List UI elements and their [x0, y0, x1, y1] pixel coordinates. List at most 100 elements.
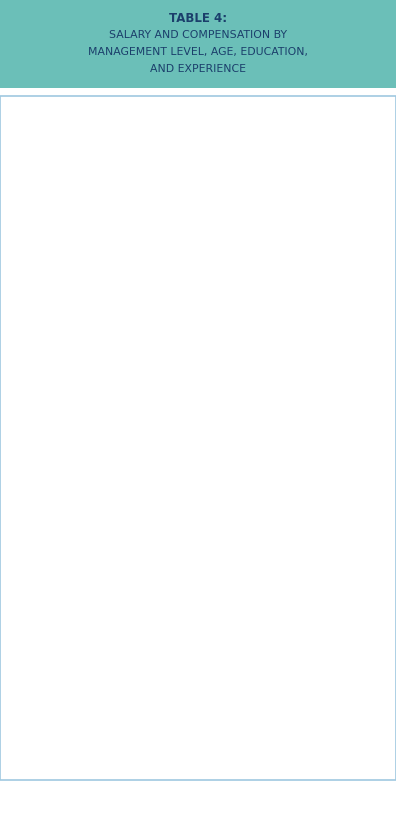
Text: $223,231: $223,231 — [270, 175, 315, 184]
Text: SALARY AND COMPENSATION BY: SALARY AND COMPENSATION BY — [109, 31, 287, 41]
Text: $77,998: $77,998 — [342, 486, 381, 495]
Bar — [257, 478, 260, 504]
Text: $111,353: $111,353 — [339, 711, 384, 720]
Text: Median: Median — [340, 127, 383, 137]
Text: Female: Female — [6, 486, 44, 495]
Text: $188,155: $188,155 — [339, 685, 384, 693]
Bar — [0, 529, 396, 530]
Bar — [0, 702, 396, 728]
Bar — [258, 120, 396, 144]
Bar — [326, 120, 328, 144]
Bar — [0, 753, 396, 754]
Text: $223,248: $223,248 — [132, 685, 177, 693]
Text: TABLE 4:: TABLE 4: — [169, 12, 227, 25]
Text: $110,708: $110,708 — [132, 567, 177, 576]
Bar — [257, 96, 260, 120]
Text: AGE COHORT: AGE COHORT — [165, 288, 231, 298]
Text: Age 27-42
(Millennial): Age 27-42 (Millennial) — [6, 389, 67, 409]
Text: YEARS OF EXPERIENCE: YEARS OF EXPERIENCE — [141, 634, 255, 644]
Bar — [0, 191, 396, 192]
Bar — [0, 552, 396, 590]
Bar — [0, 282, 396, 304]
Bar — [0, 675, 396, 676]
Bar — [257, 676, 260, 702]
Bar — [0, 754, 396, 780]
Text: AND EXPERIENCE: AND EXPERIENCE — [150, 64, 246, 75]
Text: $84,382: $84,382 — [135, 394, 174, 403]
Text: $109,753: $109,753 — [201, 201, 246, 210]
Bar — [0, 0, 396, 88]
Bar — [258, 96, 396, 120]
Text: 10-19: 10-19 — [6, 737, 36, 746]
Text: *: * — [290, 319, 295, 328]
Text: Mean: Mean — [276, 127, 308, 137]
Bar — [257, 590, 260, 628]
Text: EDUCATION: EDUCATION — [169, 536, 227, 546]
Bar — [0, 628, 396, 650]
Text: $100,689: $100,689 — [339, 512, 384, 521]
Text: *: * — [359, 659, 364, 667]
Text: Median: Median — [202, 127, 245, 137]
Text: $88,528: $88,528 — [342, 394, 381, 403]
Bar — [0, 379, 396, 380]
Text: Top management: Top management — [6, 175, 98, 184]
Bar — [0, 650, 396, 676]
Bar — [257, 728, 260, 754]
Bar — [0, 120, 120, 144]
Text: $155,907: $155,907 — [201, 685, 246, 693]
Text: Base Salary: Base Salary — [158, 103, 220, 113]
Text: Age 26 or younger
(Gen Z): Age 26 or younger (Gen Z) — [6, 427, 105, 447]
Text: $109,380: $109,380 — [132, 201, 177, 210]
Text: $74,662: $74,662 — [204, 486, 243, 495]
Text: $131,660: $131,660 — [270, 201, 315, 210]
Text: 40 and over: 40 and over — [6, 659, 69, 667]
Bar — [0, 455, 396, 456]
Text: $93,978: $93,978 — [342, 227, 381, 236]
Text: $89,609: $89,609 — [204, 567, 243, 576]
Bar — [0, 530, 396, 552]
Text: $31,045: $31,045 — [135, 433, 174, 441]
Text: Total Compensation: Total Compensation — [276, 103, 379, 113]
Text: $64,924: $64,924 — [135, 259, 174, 267]
Bar — [0, 456, 396, 478]
Text: $108,330: $108,330 — [339, 356, 384, 366]
Bar — [0, 417, 396, 418]
Text: *: * — [152, 659, 157, 667]
Text: $82,571: $82,571 — [135, 605, 174, 614]
Bar — [0, 701, 396, 702]
Bar — [0, 590, 396, 628]
Bar — [0, 342, 396, 380]
Text: $96,894: $96,894 — [204, 737, 243, 746]
Bar — [257, 504, 260, 530]
Bar — [120, 96, 258, 120]
Text: $169,569: $169,569 — [132, 175, 177, 184]
Text: $100,050: $100,050 — [339, 605, 384, 614]
Text: $75,119: $75,119 — [273, 763, 312, 772]
Bar — [0, 96, 396, 780]
Text: $133,110: $133,110 — [270, 567, 315, 576]
Text: $93,469: $93,469 — [273, 605, 312, 614]
Bar — [0, 551, 396, 552]
Bar — [257, 218, 260, 244]
Bar — [257, 244, 260, 282]
Text: Middle management: Middle management — [6, 227, 115, 236]
Bar — [257, 380, 260, 418]
Bar — [0, 418, 396, 456]
Text: $22,261: $22,261 — [204, 433, 243, 441]
Bar — [0, 244, 396, 282]
Text: $103,355: $103,355 — [201, 711, 246, 720]
Text: 20-29: 20-29 — [6, 711, 36, 720]
Bar — [0, 304, 396, 342]
Text: $127,023: $127,023 — [132, 711, 177, 720]
Text: $76,976: $76,976 — [342, 763, 381, 772]
Bar — [0, 649, 396, 650]
Bar — [0, 627, 396, 628]
Text: $95,280: $95,280 — [273, 394, 312, 403]
Text: Mean: Mean — [139, 127, 171, 137]
Text: 30-39: 30-39 — [6, 685, 36, 693]
Bar — [0, 303, 396, 304]
Bar — [0, 96, 120, 120]
Bar — [0, 478, 396, 504]
Text: $97,897: $97,897 — [342, 567, 381, 576]
Text: $191,988: $191,988 — [339, 175, 384, 184]
